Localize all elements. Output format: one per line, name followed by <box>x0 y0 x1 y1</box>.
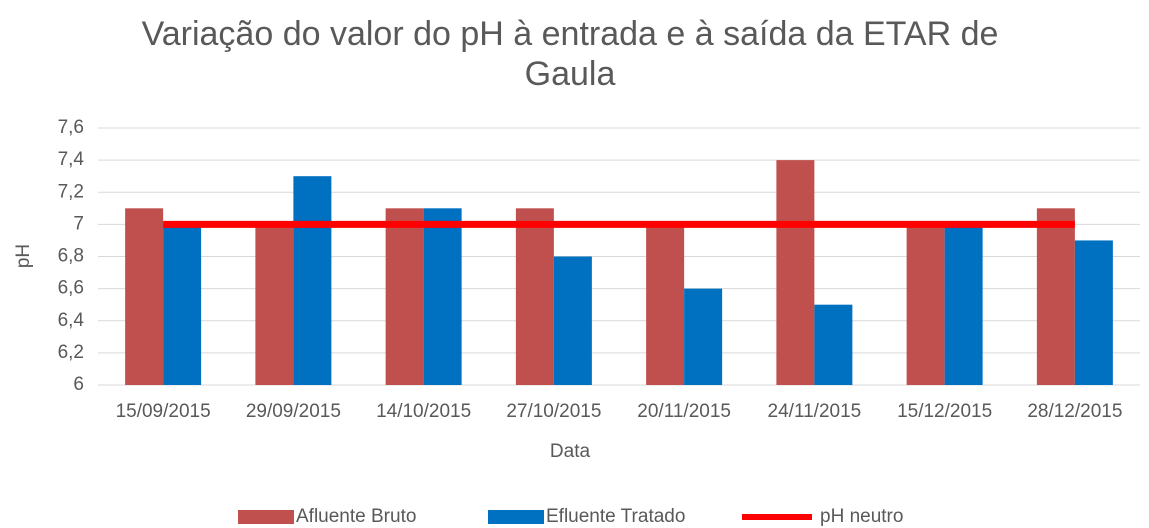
bar <box>515 208 554 385</box>
bar <box>814 304 853 385</box>
y-tick-label: 6,4 <box>58 310 85 331</box>
x-tick-label: 15/12/2015 <box>897 401 992 422</box>
x-tick-label: 27/10/2015 <box>506 401 601 422</box>
legend-swatch <box>238 510 294 524</box>
bar <box>1074 240 1113 385</box>
bar <box>944 224 983 385</box>
bar <box>776 160 815 385</box>
bar <box>255 224 294 385</box>
bar <box>385 208 424 385</box>
bar <box>906 224 945 385</box>
bar <box>553 256 592 385</box>
bar <box>684 288 723 385</box>
y-tick-label: 6 <box>73 374 84 395</box>
bar <box>293 176 332 385</box>
y-tick-label: 6,2 <box>58 342 84 363</box>
legend-label: Efluente Tratado <box>546 506 685 527</box>
x-tick-label: 15/09/2015 <box>116 401 211 422</box>
x-tick-label: 28/12/2015 <box>1027 401 1122 422</box>
chart-title: Variação do valor do pH à entrada e à sa… <box>141 15 999 93</box>
x-tick-label: 24/11/2015 <box>768 401 862 422</box>
x-axis-label: Data <box>550 441 591 462</box>
y-tick-label: 7,4 <box>58 149 85 170</box>
bar <box>1036 208 1075 385</box>
y-tick-label: 7,2 <box>58 181 84 202</box>
x-tick-label: 20/11/2015 <box>637 401 731 422</box>
legend-swatch <box>488 510 544 524</box>
x-tick-label: 29/09/2015 <box>246 401 341 422</box>
y-tick-label: 7,6 <box>58 117 84 138</box>
x-tick-label: 14/10/2015 <box>376 401 471 422</box>
bar <box>646 224 685 385</box>
legend-label: Afluente Bruto <box>296 506 416 527</box>
legend-label: pH neutro <box>820 506 903 527</box>
bar <box>125 208 164 385</box>
bar <box>423 208 462 385</box>
y-tick-label: 6,6 <box>58 278 84 299</box>
y-axis-label: pH <box>13 244 34 268</box>
y-tick-label: 6,8 <box>58 246 84 267</box>
y-tick-label: 7 <box>73 213 84 234</box>
bar <box>163 224 202 385</box>
